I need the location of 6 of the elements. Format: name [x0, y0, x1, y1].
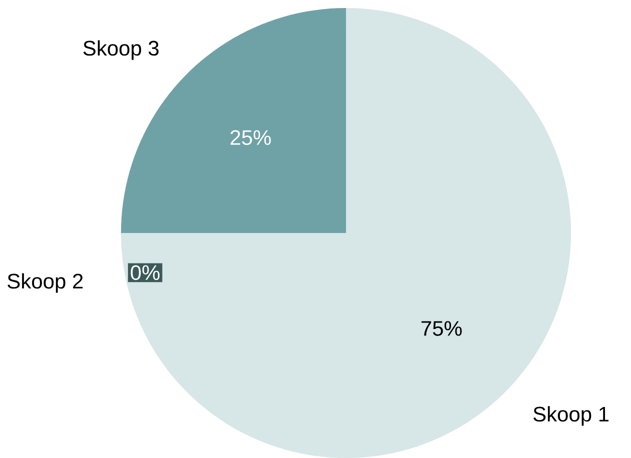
slice-label: Skoop 3: [83, 40, 159, 60]
text: 0%: [130, 265, 160, 280]
data-label: 25%: [230, 130, 271, 145]
data-label: 75%: [422, 321, 462, 336]
slice-label: Skoop 1: [533, 406, 608, 426]
legend-label: Skoop 2: [8, 273, 83, 293]
